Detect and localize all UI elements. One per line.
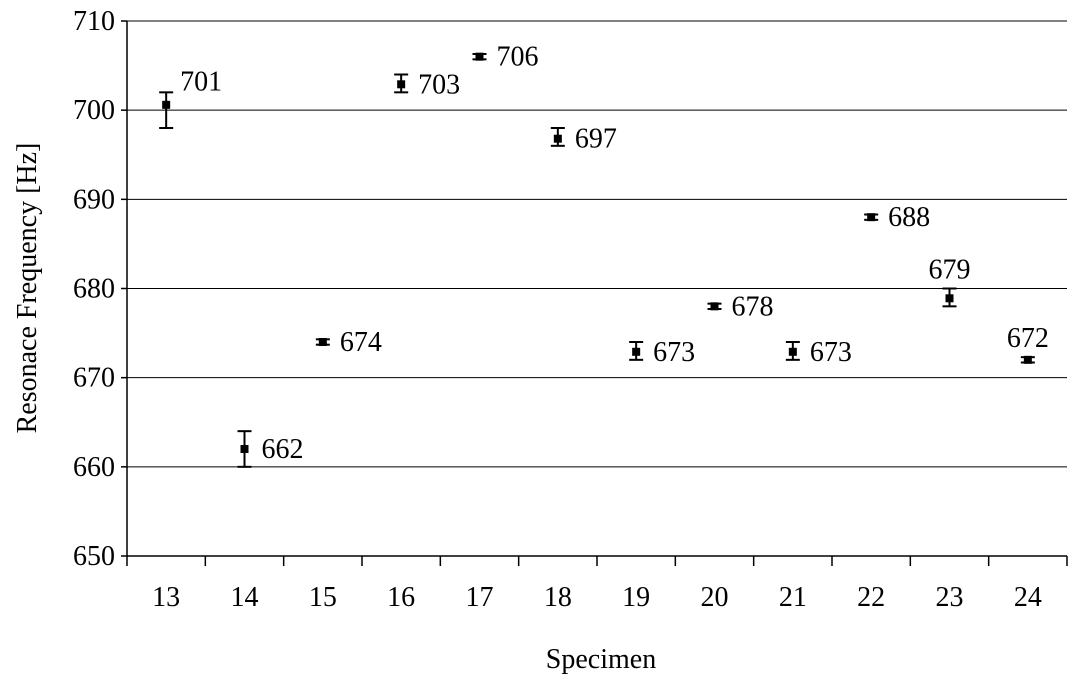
data-label: 688 — [888, 202, 930, 233]
x-tick-label: 17 — [466, 582, 494, 613]
data-point — [710, 302, 719, 311]
x-tick-label: 18 — [544, 582, 572, 613]
y-tick-label: 710 — [73, 6, 115, 37]
data-label: 679 — [929, 255, 971, 286]
data-point-group: 672 — [1007, 323, 1049, 364]
x-tick-label: 24 — [1014, 582, 1042, 613]
data-point — [1023, 355, 1032, 364]
data-label: 674 — [340, 327, 382, 358]
data-point — [318, 338, 327, 346]
x-tick-label: 21 — [779, 582, 807, 613]
x-tick-label: 15 — [309, 582, 337, 613]
data-point-group: 678 — [707, 291, 774, 322]
y-tick-label: 700 — [73, 95, 115, 126]
data-point-group: 673 — [629, 337, 695, 368]
x-tick-label: 23 — [936, 582, 964, 613]
data-point — [788, 347, 797, 356]
x-tick-label: 19 — [622, 582, 650, 613]
data-point — [475, 52, 484, 61]
data-point-group: 662 — [237, 430, 304, 468]
data-point — [240, 445, 249, 453]
data-label: 673 — [653, 337, 695, 368]
data-label: 673 — [810, 337, 852, 368]
data-label: 678 — [732, 291, 774, 322]
y-tick-label: 680 — [73, 274, 115, 305]
data-point — [867, 213, 876, 222]
x-axis-title: Specimen — [546, 644, 656, 675]
data-point — [945, 294, 954, 303]
x-tick-label: 16 — [387, 582, 415, 613]
data-point-group: 706 — [472, 42, 539, 73]
data-point-group: 697 — [550, 124, 617, 155]
data-point-group: 673 — [785, 337, 852, 368]
data-point — [162, 100, 171, 109]
y-tick-label: 690 — [73, 184, 115, 215]
data-label: 706 — [497, 42, 539, 73]
y-tick-label: 650 — [73, 541, 115, 572]
x-tick-label: 14 — [231, 582, 259, 613]
data-point — [397, 80, 406, 89]
data-series: 701 662 674 703 706 697 673 678 673 688 679 672 — [159, 42, 1049, 468]
y-axis-title: Resonace Frequency [Hz] — [12, 143, 43, 434]
data-label: 672 — [1007, 323, 1049, 354]
y-tick-label: 670 — [73, 363, 115, 394]
data-point-group: 674 — [315, 327, 382, 358]
data-point-group: 703 — [394, 69, 460, 100]
data-label: 697 — [575, 124, 617, 155]
data-label: 701 — [180, 66, 222, 97]
x-tick-label: 22 — [857, 582, 885, 613]
grid-lines — [127, 20, 1067, 468]
y-tick-label: 660 — [73, 452, 115, 483]
data-point-group: 701 — [159, 66, 222, 129]
data-point — [632, 347, 641, 356]
x-tick-label: 13 — [152, 582, 180, 613]
y-axis-ticks: 650 660 670 680 690 700 710 — [73, 6, 127, 572]
data-point — [553, 134, 562, 143]
data-label: 662 — [262, 434, 304, 465]
x-tick-label: 20 — [701, 582, 729, 613]
data-label: 703 — [418, 69, 460, 100]
data-point-group: 679 — [929, 255, 971, 308]
x-axis-ticks: 13 14 15 16 17 18 19 20 21 22 23 24 — [126, 556, 1068, 613]
data-point-group: 688 — [864, 202, 930, 233]
